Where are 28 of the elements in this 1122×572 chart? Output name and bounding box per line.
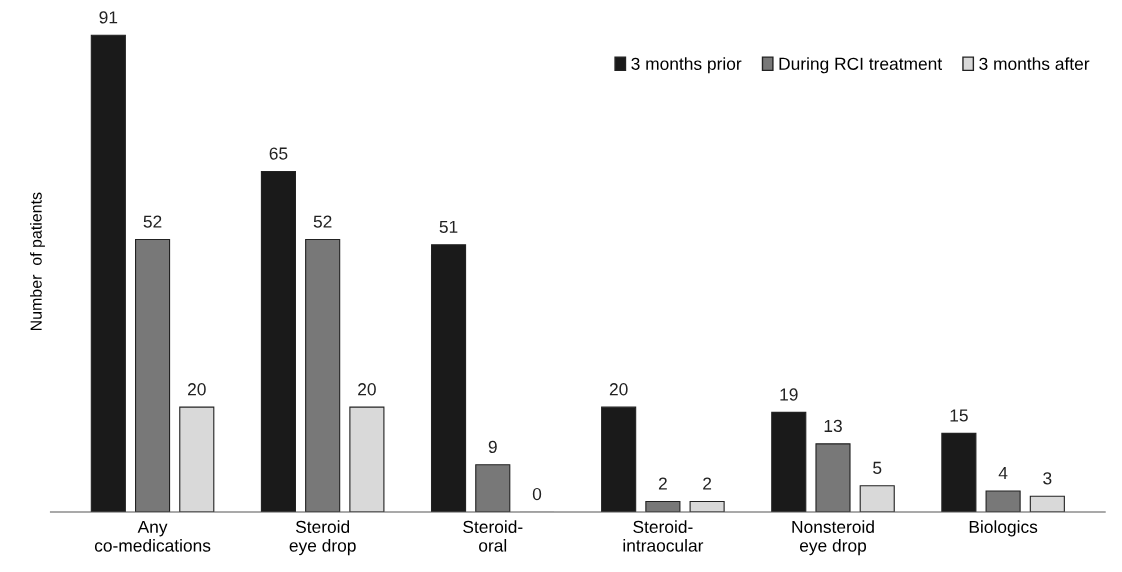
data-label: 52 xyxy=(313,215,332,228)
data-label: 5 xyxy=(873,461,882,474)
data-label: 3 xyxy=(1043,472,1052,485)
legend-label: 3 months prior xyxy=(631,57,742,74)
data-label: 20 xyxy=(188,383,206,396)
data-label: 91 xyxy=(99,11,118,24)
x-tick-label: Nonsteroid eye drop xyxy=(792,520,874,556)
x-tick-label: Steroid eye drop xyxy=(289,520,356,556)
data-label: 51 xyxy=(439,220,458,234)
data-label: 20 xyxy=(358,383,376,396)
data-label: 2 xyxy=(703,477,712,490)
data-label: 15 xyxy=(950,409,968,422)
x-tick-label: Any co-medications xyxy=(94,520,211,552)
data-label: 9 xyxy=(488,440,497,454)
data-label: 52 xyxy=(143,215,162,228)
data-label: 20 xyxy=(609,383,628,396)
y-axis-title: Number of patients xyxy=(30,192,45,331)
data-label: 2 xyxy=(658,477,667,490)
legend-label: During RCI treatment xyxy=(779,57,942,74)
data-label: 65 xyxy=(269,147,288,160)
data-label: 4 xyxy=(998,467,1008,480)
data-label: 13 xyxy=(824,419,842,433)
legend-label: 3 months after xyxy=(979,57,1090,70)
data-label: 19 xyxy=(780,388,798,401)
x-tick-label: Biologics xyxy=(969,520,1038,537)
x-tick-label: Steroid- oral xyxy=(463,520,523,552)
x-tick-label: Steroid- intraocular xyxy=(623,520,704,552)
data-label: 0 xyxy=(532,487,542,501)
